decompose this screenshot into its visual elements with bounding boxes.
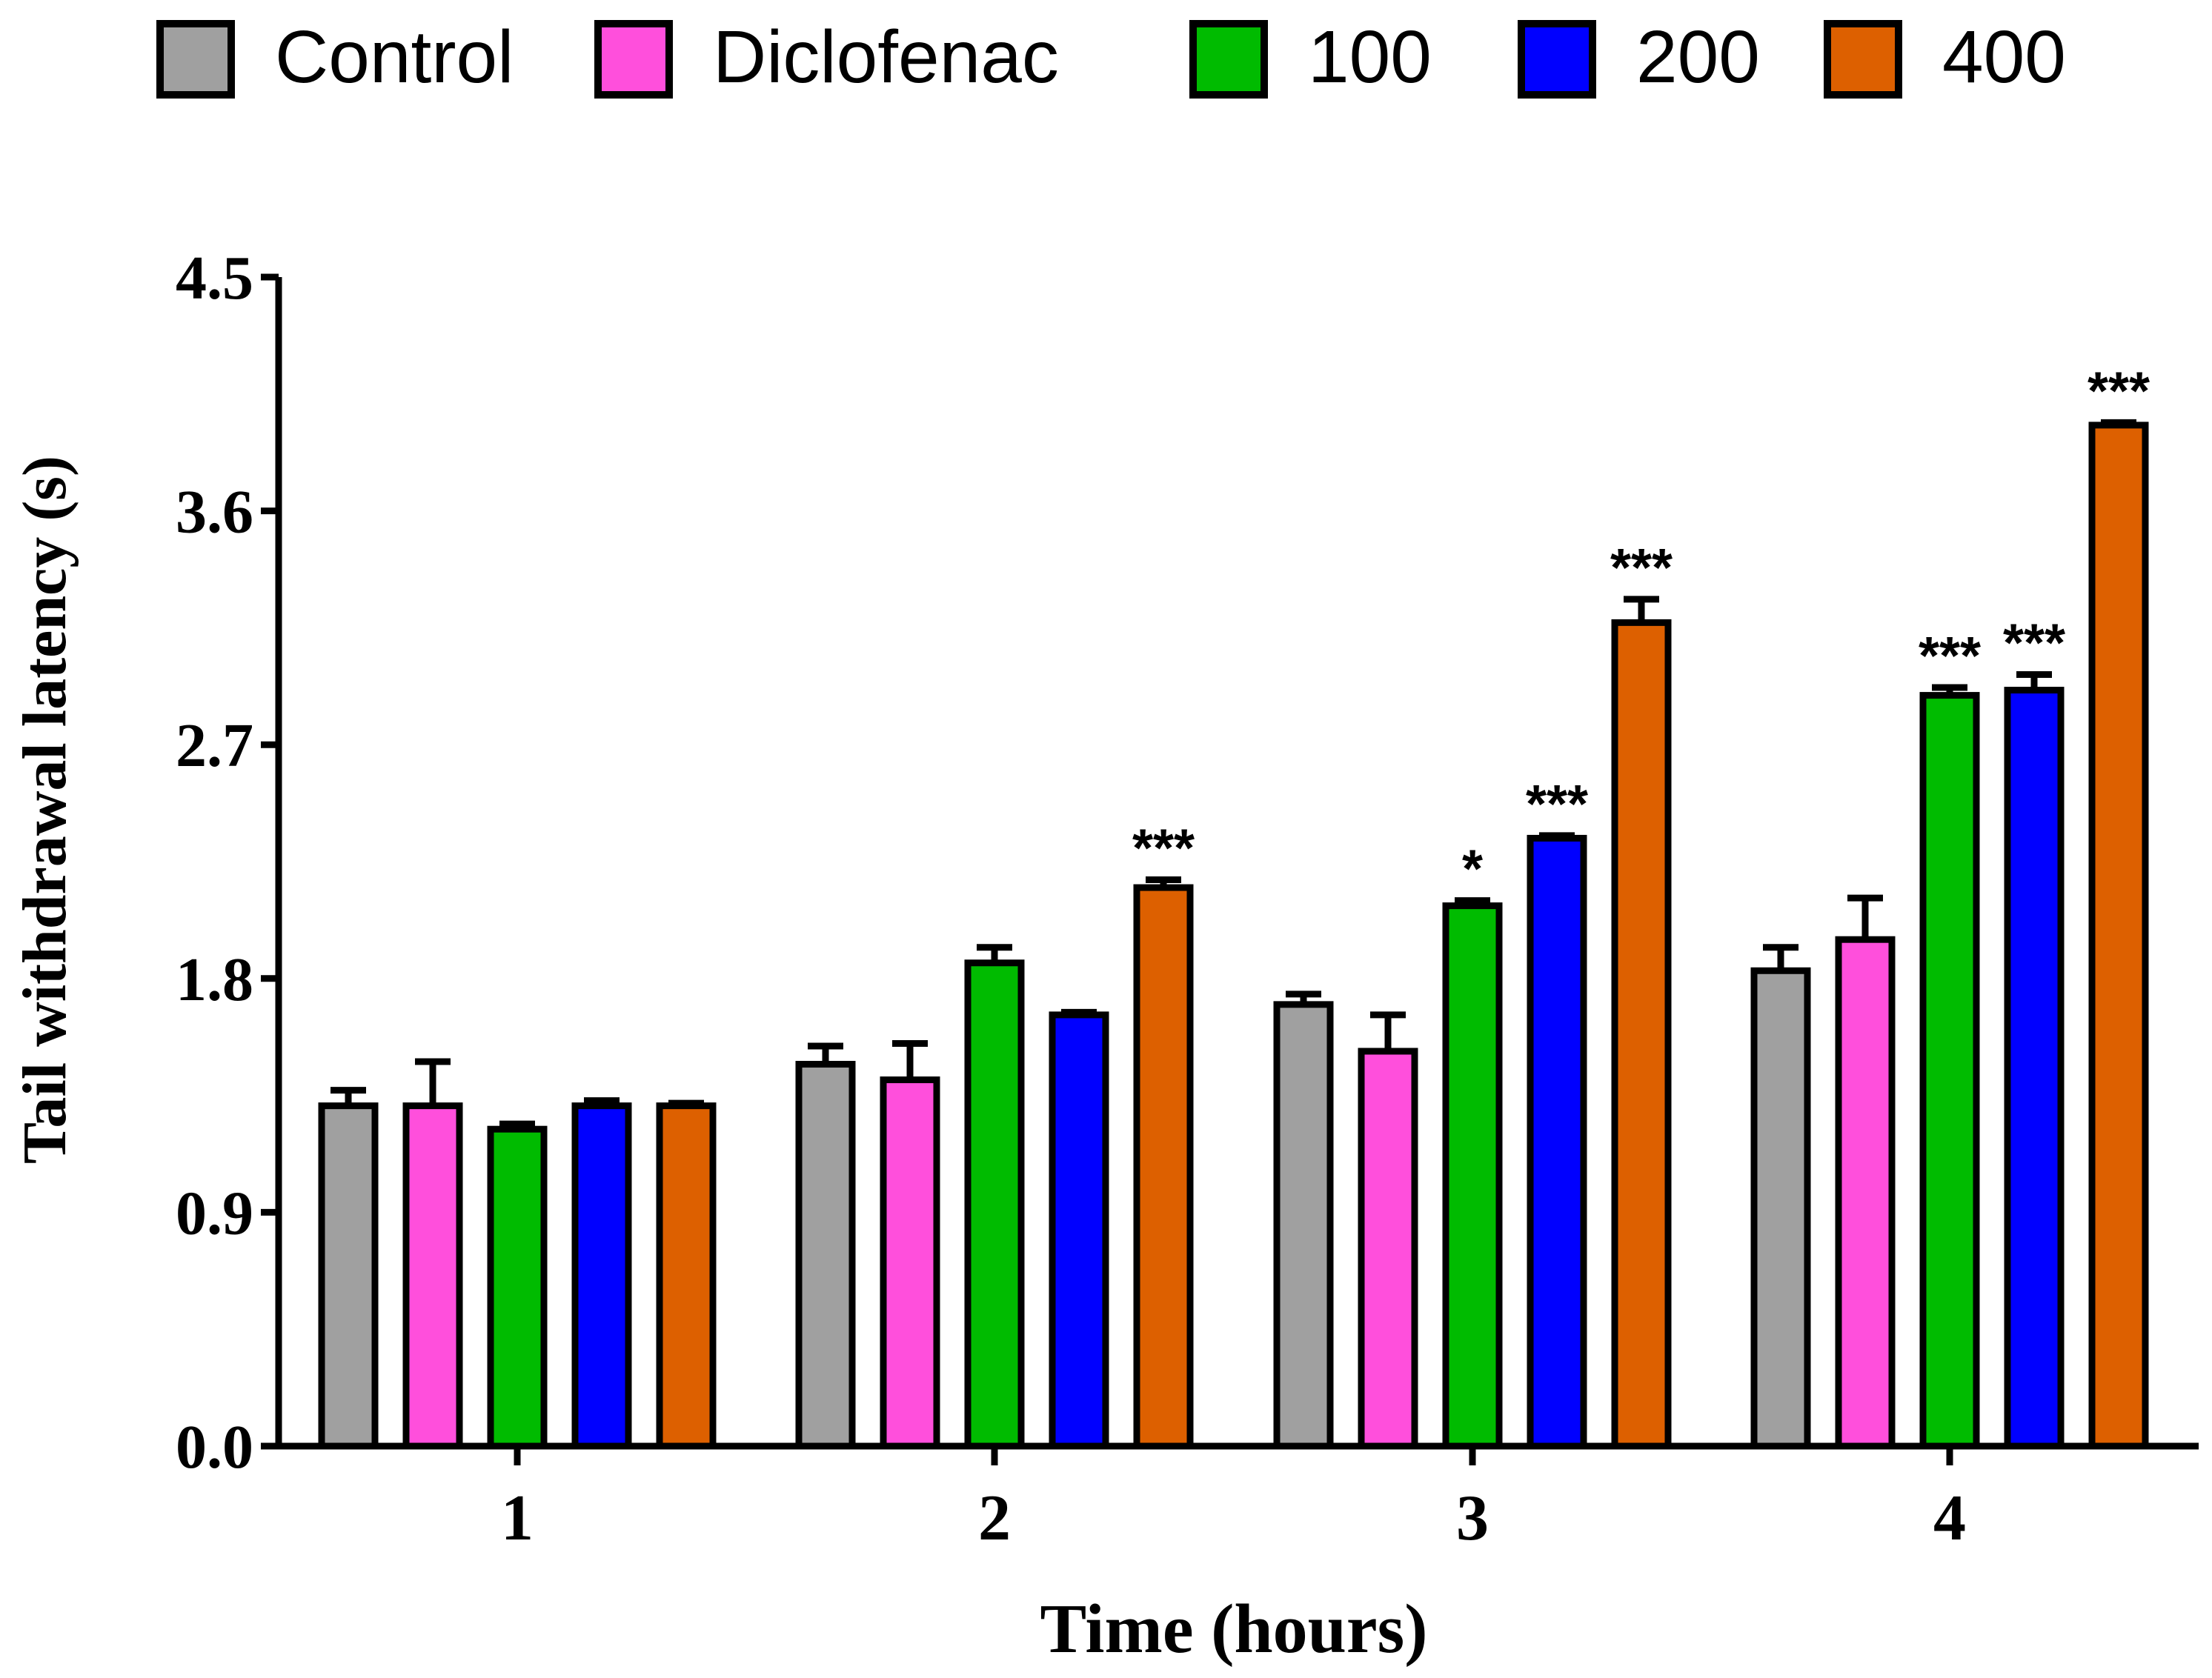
bar-200-t3 <box>1527 834 1587 1450</box>
legend-label-400: 400 <box>1942 16 2066 99</box>
legend-swatch-200 <box>1518 20 1596 99</box>
legend-swatch-100 <box>1189 20 1268 99</box>
bar-400-t2-significance: *** <box>1132 819 1195 879</box>
bar-100-t3 <box>1442 902 1503 1450</box>
bar-diclofenac-t3 <box>1358 1048 1418 1450</box>
legend-swatch-diclofenac <box>594 20 673 99</box>
x-tick-label-3: 3 <box>1456 1482 1489 1554</box>
bar-control-t3 <box>1273 1001 1334 1450</box>
legend-label-diclofenac: Diclofenac <box>713 16 1059 99</box>
y-tick-label-0.0: 0.0 <box>176 1413 253 1482</box>
bar-control-t2 <box>795 1061 856 1450</box>
bar-200-t4 <box>2004 687 2065 1450</box>
legend-label-200: 200 <box>1636 16 1760 99</box>
bars: ******************* <box>318 362 2150 1450</box>
legend-label-control: Control <box>275 16 514 99</box>
y-tick-label-2.7: 2.7 <box>176 711 253 780</box>
bar-control-t1 <box>318 1102 379 1450</box>
legend-item-400: 400 <box>1824 16 2066 99</box>
bar-100-t4 <box>1919 692 1980 1450</box>
legend-label-100: 100 <box>1308 16 1432 99</box>
legend-item-control: Control <box>156 16 514 99</box>
bar-400-t2 <box>1133 884 1194 1450</box>
bar-diclofenac-t1 <box>402 1102 463 1450</box>
bar-100-t4-significance: *** <box>1919 627 1981 686</box>
y-tick-label-4.5: 4.5 <box>176 244 253 313</box>
bar-400-t1 <box>656 1102 717 1450</box>
y-tick-label-1.8: 1.8 <box>176 945 253 1014</box>
x-tick-label-2: 2 <box>978 1482 1011 1554</box>
x-tick-label-1: 1 <box>501 1482 534 1554</box>
x-tick-label-4: 4 <box>1933 1482 1966 1554</box>
legend-item-diclofenac: Diclofenac <box>594 16 1059 99</box>
bar-400-t3-significance: *** <box>1610 539 1673 598</box>
legend-swatch-control <box>156 20 235 99</box>
bar-400-t4 <box>2088 422 2149 1450</box>
bar-400-t4-significance: *** <box>2088 362 2150 421</box>
bar-400-t3 <box>1611 619 1672 1450</box>
y-axis-title: Tail withdrawal latency (s) <box>10 456 79 1164</box>
legend-item-200: 200 <box>1518 16 1760 99</box>
bar-diclofenac-t4 <box>1835 936 1896 1450</box>
legend-swatch-400 <box>1824 20 1902 99</box>
bar-control-t4 <box>1750 967 1811 1450</box>
axes: 0.0 0.9 1.8 2.7 3.6 4.5 1 2 3 4 <box>176 244 2199 1554</box>
bar-200-t1 <box>571 1102 632 1450</box>
bar-200-t2 <box>1049 1011 1109 1450</box>
y-tick-label-0.9: 0.9 <box>176 1179 253 1248</box>
legend: Control Diclofenac 100 200 400 <box>156 16 2066 99</box>
y-tick-label-3.6: 3.6 <box>176 478 253 547</box>
bar-200-t4-significance: *** <box>2003 614 2065 673</box>
bar-200-t3-significance: *** <box>1526 775 1588 834</box>
bar-100-t2 <box>964 959 1025 1450</box>
bar-100-t1 <box>487 1125 548 1450</box>
legend-item-100: 100 <box>1189 16 1432 99</box>
bar-100-t3-significance: * <box>1462 840 1483 899</box>
bar-diclofenac-t2 <box>880 1076 940 1450</box>
x-axis-title: Time (hours) <box>1040 1591 1427 1668</box>
